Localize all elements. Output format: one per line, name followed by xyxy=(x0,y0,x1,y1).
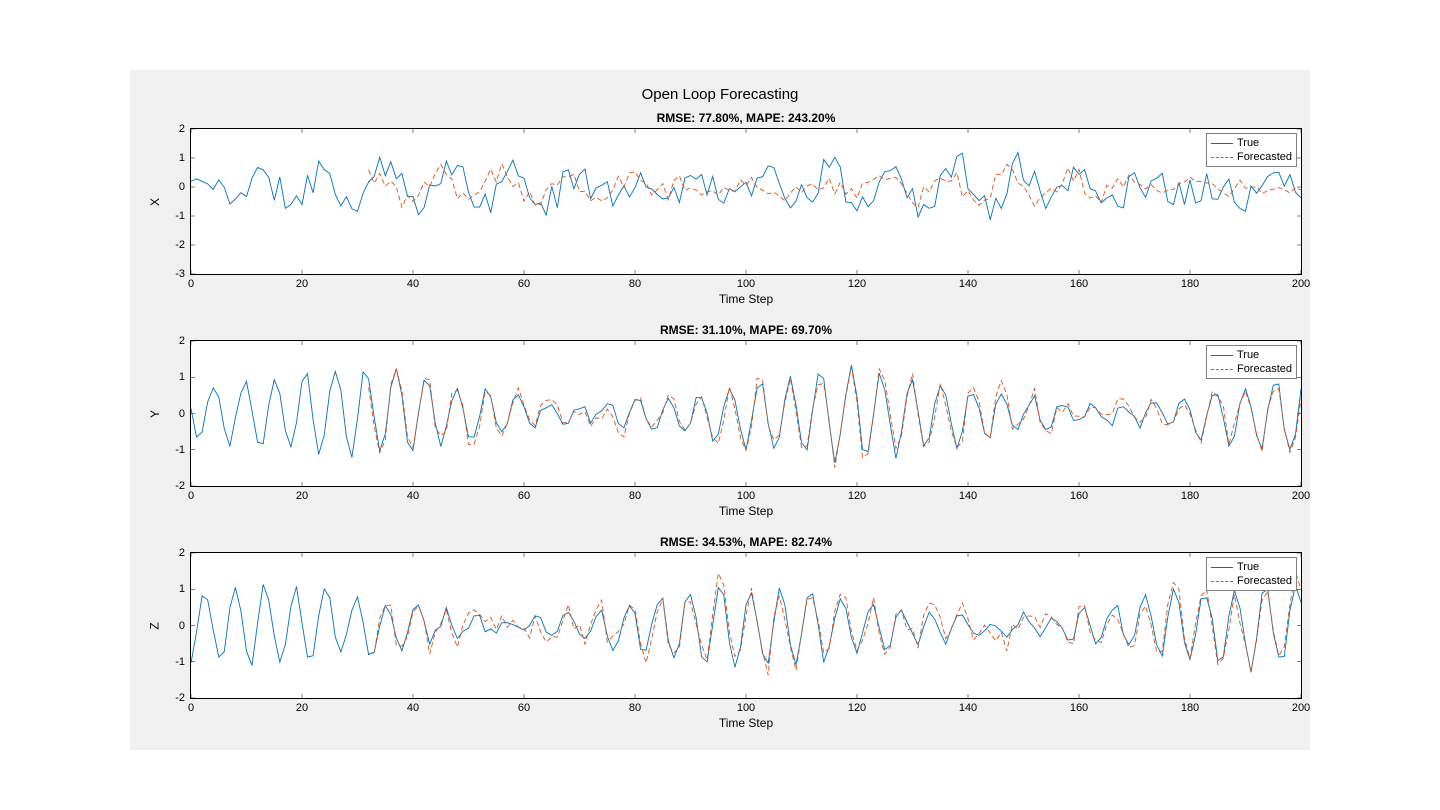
subplot-z: RMSE: 34.53%, MAPE: 82.74% Z Time Step T… xyxy=(190,552,1302,699)
xtick-label: 180 xyxy=(1181,490,1199,502)
xtick-label: 80 xyxy=(629,490,641,502)
ytick-label: -3 xyxy=(175,268,185,280)
ytick-label: 2 xyxy=(179,335,185,347)
xtick-label: 0 xyxy=(188,702,194,714)
xtick-label: 100 xyxy=(737,278,755,290)
ytick-label: -2 xyxy=(175,239,185,251)
xtick-label: 180 xyxy=(1181,702,1199,714)
xtick-label: 200 xyxy=(1292,490,1310,502)
legend-item: True xyxy=(1211,136,1292,150)
figure-container: Open Loop Forecasting RMSE: 77.80%, MAPE… xyxy=(0,0,1440,810)
xtick-label: 160 xyxy=(1070,702,1088,714)
ytick-label: 1 xyxy=(179,371,185,383)
xtick-label: 60 xyxy=(518,490,530,502)
xtick-label: 200 xyxy=(1292,702,1310,714)
ytick-label: -2 xyxy=(175,692,185,704)
xtick-label: 40 xyxy=(407,702,419,714)
ytick-label: 1 xyxy=(179,152,185,164)
xtick-label: 180 xyxy=(1181,278,1199,290)
xtick-label: 120 xyxy=(848,702,866,714)
main-title: Open Loop Forecasting xyxy=(0,86,1440,103)
legend-item: True xyxy=(1211,560,1292,574)
subplot-z-legend: TrueForecasted xyxy=(1206,557,1297,591)
xtick-label: 140 xyxy=(959,278,977,290)
subplot-y-title: RMSE: 31.10%, MAPE: 69.70% xyxy=(191,323,1301,337)
xtick-label: 20 xyxy=(296,702,308,714)
subplot-x-legend: TrueForecasted xyxy=(1206,133,1297,167)
subplot-y: RMSE: 31.10%, MAPE: 69.70% Y Time Step T… xyxy=(190,340,1302,487)
subplot-y-legend: TrueForecasted xyxy=(1206,345,1297,379)
ytick-label: -1 xyxy=(175,444,185,456)
legend-item: Forecasted xyxy=(1211,574,1292,588)
xtick-label: 80 xyxy=(629,278,641,290)
subplot-z-xlabel: Time Step xyxy=(191,716,1301,730)
ytick-label: 2 xyxy=(179,547,185,559)
subplot-y-xlabel: Time Step xyxy=(191,504,1301,518)
ytick-label: 2 xyxy=(179,123,185,135)
xtick-label: 160 xyxy=(1070,490,1088,502)
subplot-z-plot xyxy=(191,553,1301,698)
ytick-label: 0 xyxy=(179,620,185,632)
xtick-label: 0 xyxy=(188,490,194,502)
xtick-label: 20 xyxy=(296,278,308,290)
subplot-x-title: RMSE: 77.80%, MAPE: 243.20% xyxy=(191,111,1301,125)
xtick-label: 80 xyxy=(629,702,641,714)
subplot-z-ylabel: Z xyxy=(148,622,162,629)
xtick-label: 100 xyxy=(737,702,755,714)
xtick-label: 120 xyxy=(848,490,866,502)
subplot-z-title: RMSE: 34.53%, MAPE: 82.74% xyxy=(191,535,1301,549)
subplot-y-ylabel: Y xyxy=(148,409,162,417)
ytick-label: 0 xyxy=(179,181,185,193)
subplot-y-plot xyxy=(191,341,1301,486)
xtick-label: 120 xyxy=(848,278,866,290)
legend-item: Forecasted xyxy=(1211,362,1292,376)
legend-item: Forecasted xyxy=(1211,150,1292,164)
ytick-label: -1 xyxy=(175,656,185,668)
ytick-label: 0 xyxy=(179,408,185,420)
subplot-x-xlabel: Time Step xyxy=(191,292,1301,306)
subplot-x-ylabel: X xyxy=(148,197,162,205)
xtick-label: 60 xyxy=(518,278,530,290)
xtick-label: 200 xyxy=(1292,278,1310,290)
xtick-label: 0 xyxy=(188,278,194,290)
ytick-label: 1 xyxy=(179,583,185,595)
xtick-label: 60 xyxy=(518,702,530,714)
subplot-x-plot xyxy=(191,129,1301,274)
xtick-label: 160 xyxy=(1070,278,1088,290)
subplot-x: RMSE: 77.80%, MAPE: 243.20% X Time Step … xyxy=(190,128,1302,275)
ytick-label: -2 xyxy=(175,480,185,492)
xtick-label: 40 xyxy=(407,278,419,290)
xtick-label: 140 xyxy=(959,490,977,502)
xtick-label: 100 xyxy=(737,490,755,502)
legend-item: True xyxy=(1211,348,1292,362)
ytick-label: -1 xyxy=(175,210,185,222)
xtick-label: 40 xyxy=(407,490,419,502)
xtick-label: 140 xyxy=(959,702,977,714)
xtick-label: 20 xyxy=(296,490,308,502)
